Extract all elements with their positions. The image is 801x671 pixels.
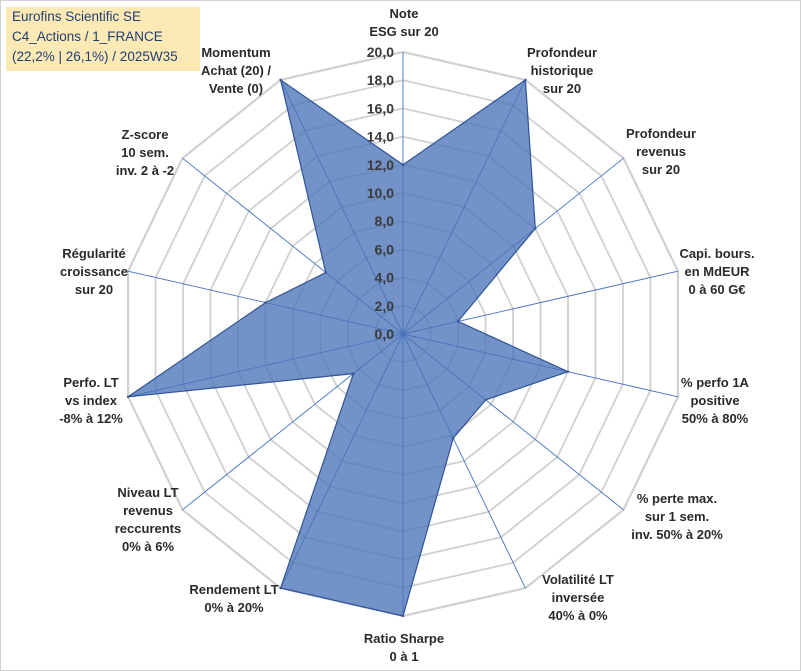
tick-label: 18,0 bbox=[367, 72, 394, 88]
axis-label-line: 10 sem. bbox=[121, 145, 169, 160]
tick-label: 16,0 bbox=[367, 100, 394, 116]
axis-label-line: positive bbox=[690, 393, 739, 408]
data-point bbox=[324, 271, 327, 274]
axis-label-line: ESG sur 20 bbox=[369, 24, 438, 39]
axis-label-line: croissance bbox=[60, 264, 128, 279]
axis-label-line: en MdEUR bbox=[685, 264, 751, 279]
axis-label-line: Z-score bbox=[122, 127, 169, 142]
axis-label-line: Perfo. LT bbox=[63, 375, 118, 390]
data-point bbox=[452, 437, 455, 440]
axis-label-line: 0% à 20% bbox=[204, 600, 264, 615]
axis-labels: Note ESG sur 20 Profondeur historique sur 20… bbox=[59, 6, 754, 664]
axis-label-line: vs index bbox=[65, 393, 118, 408]
tick-label: 20,0 bbox=[367, 44, 394, 60]
radar-series bbox=[126, 78, 570, 618]
badge-period: (22,2% | 26,1%) / 2025W35 bbox=[12, 49, 178, 64]
data-point bbox=[279, 586, 282, 590]
axis-label-line: revenus bbox=[123, 503, 173, 518]
tick-label: 10,0 bbox=[367, 185, 394, 201]
axis-label-line: 0% à 6% bbox=[122, 539, 174, 554]
axis-label-line: Ratio Sharpe bbox=[364, 631, 444, 646]
axis-label: Rendement LT 0% à 20% bbox=[189, 582, 278, 615]
data-point bbox=[484, 398, 487, 402]
axis-label-line: 0 à 1 bbox=[390, 649, 419, 664]
axis-label-line: Vente (0) bbox=[209, 81, 263, 96]
axis-label: Perfo. LT vs index -8% à 12% bbox=[59, 375, 123, 426]
badge-category: C4_Actions / 1_FRANCE bbox=[12, 29, 163, 44]
axis-label: Volatilité LT inversée 40% à 0% bbox=[542, 572, 614, 623]
axis-label-line: -8% à 12% bbox=[59, 411, 123, 426]
axis-label-line: inv. 50% à 20% bbox=[631, 527, 723, 542]
axis-label-line: inv. 2 à -2 bbox=[116, 163, 174, 178]
axis-label-line: % perte max. bbox=[637, 491, 717, 506]
axis-label-line: Profondeur bbox=[527, 45, 597, 60]
axis-label-line: sur 20 bbox=[543, 81, 581, 96]
title-badge: Eurofins Scientific SE C4_Actions / 1_FR… bbox=[6, 7, 200, 71]
axis-label-line: Achat (20) / bbox=[201, 63, 271, 78]
data-point bbox=[401, 614, 405, 618]
axis-label-line: revenus bbox=[636, 144, 686, 159]
data-point bbox=[566, 370, 570, 373]
axis-label: Momentum Achat (20) / Vente (0) bbox=[201, 45, 271, 96]
axis-label: % perfo 1A positive 50% à 80% bbox=[681, 375, 750, 426]
axis-label: Note ESG sur 20 bbox=[369, 6, 438, 39]
axis-label-line: 40% à 0% bbox=[548, 608, 608, 623]
axis-label: Régularité croissance sur 20 bbox=[60, 246, 128, 297]
axis-label-line: sur 20 bbox=[75, 282, 113, 297]
axis-label-line: Régularité bbox=[62, 246, 126, 261]
axis-label: % perte max. sur 1 sem. inv. 50% à 20% bbox=[631, 491, 723, 542]
data-point bbox=[456, 320, 460, 323]
data-point bbox=[524, 78, 527, 82]
badge-company-name: Eurofins Scientific SE bbox=[12, 9, 142, 24]
axis-label-line: Niveau LT bbox=[117, 485, 178, 500]
axis-label: Profondeur historique sur 20 bbox=[527, 45, 597, 96]
axis-label: Niveau LT revenus reccurents 0% à 6% bbox=[115, 485, 181, 554]
data-point bbox=[534, 227, 537, 230]
axis-label-line: Volatilité LT bbox=[542, 572, 614, 587]
data-point bbox=[352, 372, 355, 375]
axis-label: Ratio Sharpe 0 à 1 bbox=[364, 631, 444, 664]
data-point bbox=[279, 78, 282, 82]
tick-label: 14,0 bbox=[367, 129, 394, 145]
axis-label-line: 50% à 80% bbox=[682, 411, 749, 426]
data-point bbox=[126, 395, 130, 398]
tick-label: 6,0 bbox=[375, 241, 395, 257]
axis-label: Z-score 10 sem. inv. 2 à -2 bbox=[116, 127, 174, 178]
tick-label: 12,0 bbox=[367, 157, 394, 173]
axis-label-line: % perfo 1A bbox=[681, 375, 750, 390]
axis-label-line: Profondeur bbox=[626, 126, 696, 141]
axis-label-line: Rendement LT bbox=[189, 582, 278, 597]
tick-label: 4,0 bbox=[375, 270, 395, 286]
axis-label-line: inversée bbox=[552, 590, 605, 605]
tick-label: 8,0 bbox=[375, 213, 395, 229]
data-point bbox=[264, 301, 267, 304]
axis-label-line: Note bbox=[390, 6, 419, 21]
tick-label: 2,0 bbox=[375, 298, 395, 314]
axis-label: Profondeur revenus sur 20 bbox=[626, 126, 696, 177]
axis-label-line: Capi. bours. bbox=[679, 246, 754, 261]
axis-label-line: 0 à 60 G€ bbox=[688, 282, 745, 297]
axis-label: Capi. bours. en MdEUR 0 à 60 G€ bbox=[679, 246, 754, 297]
tick-label: 0,0 bbox=[375, 326, 395, 342]
axis-label-line: historique bbox=[531, 63, 594, 78]
axis-label-line: sur 1 sem. bbox=[645, 509, 709, 524]
axis-label-line: Momentum bbox=[201, 45, 270, 60]
axis-label-line: reccurents bbox=[115, 521, 181, 536]
data-point bbox=[401, 163, 405, 166]
radial-tick-labels: 0,0 2,0 4,0 6,0 8,0 10,0 12,0 14,0 16,0 18,0 20,0 bbox=[367, 44, 394, 342]
axis-label-line: sur 20 bbox=[642, 162, 680, 177]
